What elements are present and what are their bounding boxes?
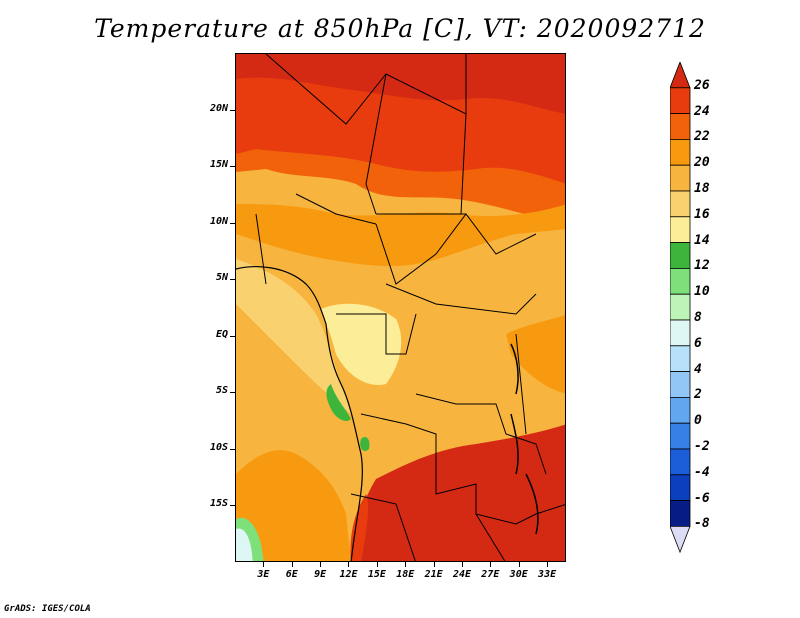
coastline xyxy=(236,266,363,561)
colorbar-segment xyxy=(669,87,691,114)
colorbar-level-label: 24 xyxy=(694,103,710,119)
lat-tick-label: 15N xyxy=(209,159,228,171)
colorbar-level-label: 18 xyxy=(694,181,710,196)
lon-tick-mark xyxy=(376,562,378,567)
lat-tick-label: EQ xyxy=(215,328,228,340)
lon-tick-mark xyxy=(433,562,435,567)
lat-tick-mark xyxy=(230,505,235,507)
colorbar-segment xyxy=(669,190,691,218)
lon-tick-label: 30E xyxy=(509,569,528,580)
temperature-map xyxy=(235,53,566,562)
colorbar-level-label: 14 xyxy=(694,232,710,248)
colorbar-segment xyxy=(669,113,691,140)
colorbar-segment xyxy=(669,164,691,192)
colorbar-segment xyxy=(669,474,691,501)
colorbar-level-label: 8 xyxy=(694,310,702,325)
colorbar-level-label: 2 xyxy=(694,387,702,403)
field-12-14-coast xyxy=(326,384,351,421)
lon-tick-label: 6E xyxy=(285,569,298,580)
lat-tick-mark xyxy=(230,166,235,168)
colorbar-segment xyxy=(669,60,691,89)
colorbar-level-label: 4 xyxy=(694,361,702,377)
colorbar-segment xyxy=(669,216,691,244)
lon-tick-mark xyxy=(518,562,520,567)
colorbar-level-label: 16 xyxy=(694,206,710,222)
colorbar-segment xyxy=(669,293,691,321)
lon-tick-mark xyxy=(547,562,549,567)
lon-tick-mark xyxy=(405,562,407,567)
field-26-south xyxy=(354,424,565,561)
colorbar xyxy=(669,60,710,562)
lon-tick-mark xyxy=(490,562,492,567)
colorbar-segment xyxy=(669,396,691,424)
colorbar-segment xyxy=(669,500,691,527)
colorbar-svg xyxy=(669,60,691,554)
lake-outlines xyxy=(510,343,539,535)
lat-tick-label: 20N xyxy=(209,102,228,114)
field-6-8-sw xyxy=(236,528,253,561)
colorbar-level-label: -8 xyxy=(694,516,710,532)
lon-tick-label: 33E xyxy=(538,569,557,580)
colorbar-level-label: -2 xyxy=(694,439,710,454)
lon-tick-mark xyxy=(348,562,350,567)
colorbar-segment xyxy=(669,319,691,347)
lat-tick-mark xyxy=(230,279,235,281)
field-20-22-south xyxy=(236,450,351,561)
lon-tick-label: 9E xyxy=(314,569,327,580)
lon-tick-label: 24E xyxy=(452,569,471,580)
field-24-26-south xyxy=(350,494,369,561)
lat-tick-label: 10S xyxy=(209,441,228,453)
colorbar-segment xyxy=(669,345,691,372)
lon-tick-label: 18E xyxy=(396,569,415,580)
colorbar-segment xyxy=(669,139,691,166)
colorbar-level-label: -6 xyxy=(694,490,710,506)
lat-tick-label: 10N xyxy=(209,215,228,227)
colorbar-segment xyxy=(669,448,691,476)
colorbar-segment xyxy=(669,371,691,398)
colorbar-segment xyxy=(669,242,691,269)
lat-tick-label: 5S xyxy=(215,385,228,397)
lon-tick-mark xyxy=(320,562,322,567)
lat-tick-mark xyxy=(230,335,235,337)
field-16-18-west xyxy=(236,259,351,414)
colorbar-level-label: 0 xyxy=(694,413,702,429)
lon-tick-label: 27E xyxy=(481,569,500,580)
colorbar-level-label: 20 xyxy=(694,155,710,171)
field-12-14-angola xyxy=(360,437,370,451)
lon-tick-label: 15E xyxy=(367,569,386,580)
lat-tick-label: 5N xyxy=(215,272,228,284)
field-20-22-mid xyxy=(236,204,565,267)
colorbar-level-label: 22 xyxy=(694,129,710,145)
lon-tick-mark xyxy=(263,562,265,567)
field-20-22-east xyxy=(506,314,565,394)
lat-tick-mark xyxy=(230,448,235,450)
field-14-16-congo xyxy=(321,303,402,385)
field-26-north xyxy=(236,54,565,114)
country-borders xyxy=(255,54,565,561)
lon-tick-mark xyxy=(461,562,463,567)
colorbar-segment xyxy=(669,525,691,554)
colorbar-segment xyxy=(669,422,691,450)
lat-tick-label: 15S xyxy=(209,498,228,510)
colorbar-level-label: 12 xyxy=(694,258,710,274)
lat-tick-mark xyxy=(230,222,235,224)
colorbar-level-label: 26 xyxy=(694,77,710,93)
chart-title: Temperature at 850hPa [C], VT: 202009271… xyxy=(94,14,706,43)
map-field xyxy=(236,54,565,561)
lon-tick-label: 12E xyxy=(339,569,358,580)
lat-tick-mark xyxy=(230,392,235,394)
colorbar-level-label: -4 xyxy=(694,464,710,480)
lat-tick-mark xyxy=(230,109,235,111)
colorbar-segment xyxy=(669,267,691,295)
colorbar-level-label: 6 xyxy=(694,335,702,351)
grads-credit: GrADS: IGES/COLA xyxy=(4,604,91,614)
lon-tick-mark xyxy=(291,562,293,567)
lon-tick-label: 3E xyxy=(257,569,270,580)
lon-tick-label: 21E xyxy=(424,569,443,580)
colorbar-level-label: 10 xyxy=(694,284,710,300)
